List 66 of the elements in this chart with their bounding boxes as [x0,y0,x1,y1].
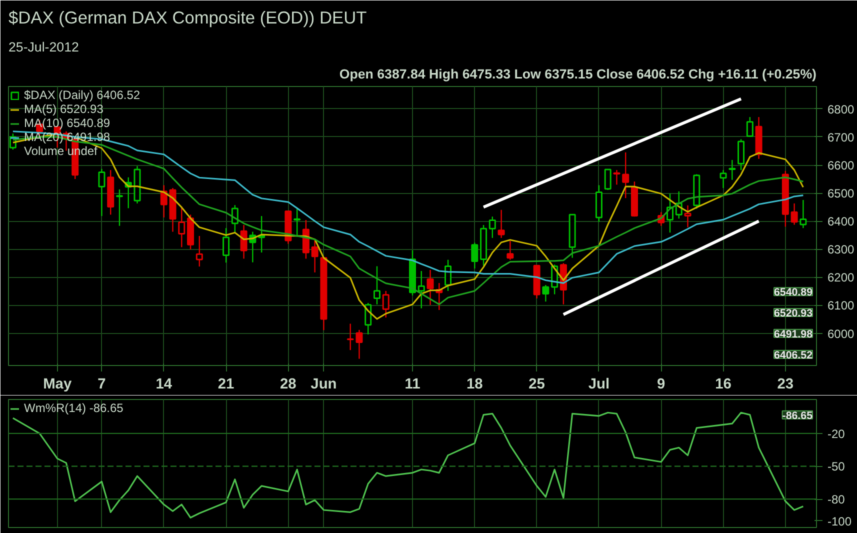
y-tick-label: 6200 [828,270,855,285]
candlestick [116,188,123,226]
x-tick-label: Jul [588,376,610,392]
x-tick-label: 25 [528,376,545,392]
annotation: 6520.93 [774,307,813,320]
x-tick-label: 23 [777,376,794,392]
annotation: 6406.52 [774,349,813,362]
candlestick [373,266,380,305]
candlestick [800,199,807,229]
candlestick [790,202,798,226]
candlestick [488,216,496,239]
legend-label: $DAX (Daily) 6406.52 [24,88,140,102]
candlestick [728,159,736,180]
x-tick-label: 7 [98,376,106,392]
candlestick [98,168,106,217]
x-tick-label: 14 [156,376,173,392]
y-tick-label: -80 [828,492,846,507]
candlestick [364,302,372,335]
candlestick [222,228,230,264]
candlestick [684,204,692,228]
candlestick [426,269,434,306]
candlestick [294,207,301,236]
y-tick-label: -100 [828,514,852,528]
candlestick [622,152,630,199]
y-tick-label: 6300 [828,242,855,257]
candlestick [542,284,550,302]
y-tick-label: 6600 [828,158,855,173]
candlestick [738,138,745,171]
y-tick-label: 6500 [828,186,855,201]
candlestick [240,224,248,260]
candlestick [160,184,168,218]
candlestick [178,206,186,248]
y-tick-label: 6700 [828,130,855,144]
legend-label: MA(5) 6520.93 [24,102,104,116]
x-tick-label: 11 [404,376,420,392]
candlestick [418,270,425,309]
legend-label: Wm%R(14) -86.65 [24,401,124,415]
annotation: -86.65 [782,410,813,422]
candlestick [196,235,203,268]
text: Open 6387.84 High 6475.33 Low 6375.15 Close 6406.52 Chg +16.11 (+0.25%) [339,66,817,82]
x-tick-label: 9 [657,376,666,392]
y-tick-label: 6400 [828,214,855,229]
annotation: 6540.89 [774,286,813,299]
x-tick-label: 28 [280,376,296,392]
candlestick [720,169,727,189]
annotation: 6491.98 [774,328,813,340]
y-tick-label: -20 [828,426,846,441]
candlestick [311,240,318,274]
chart-subtitle: 25-Jul-2012 [8,40,79,54]
y-tick-label: 6100 [828,298,855,313]
candlestick [471,242,478,270]
y-tick-label: 6000 [828,326,855,341]
candlestick [506,240,514,260]
chart-title: $DAX (German DAX Composite (EOD)) DEUT [8,8,368,28]
candlestick [604,168,612,191]
x-tick-label: Jun [310,376,337,392]
y-tick-label: 6800 [828,102,855,116]
y-tick-label: -50 [828,460,846,474]
candlestick [746,116,754,138]
candlestick [613,169,620,186]
x-tick-label: 18 [466,376,483,392]
candlestick [382,290,390,318]
candlestick [498,209,505,239]
x-tick-label: 16 [715,376,732,392]
x-tick-label: May [43,376,72,392]
x-tick-label: 21 [218,376,234,392]
